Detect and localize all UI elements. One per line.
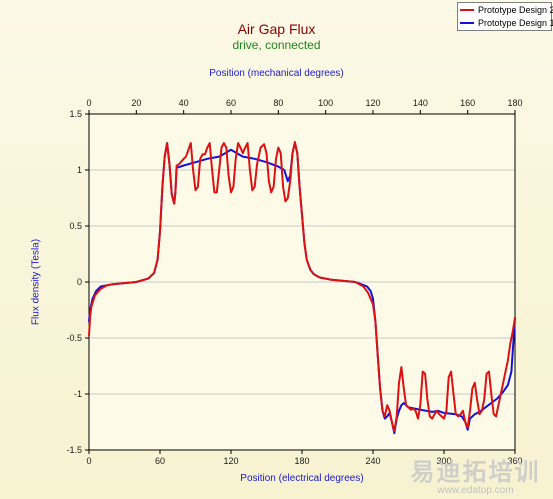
legend-label-design-2: Prototype Design 2: [478, 5, 553, 15]
x-axis-label: Position (electrical degrees): [240, 473, 364, 484]
y-tick-label: 0.5: [69, 221, 82, 231]
y-tick-label: -0.5: [66, 333, 82, 343]
series-line-prototype-design-2: [88, 141, 516, 432]
x-tick-label: 360: [507, 456, 522, 466]
legend-item-design-1: Prototype Design 1: [460, 17, 553, 29]
x-tick-label: 240: [365, 456, 380, 466]
x2-tick-label: 140: [413, 98, 428, 108]
plot-frame: [88, 113, 516, 451]
x2-tick-label: 40: [179, 98, 189, 108]
x-tick-label: 180: [294, 456, 309, 466]
chart-title: Air Gap Flux: [237, 21, 316, 37]
x2-tick-label: 0: [86, 98, 91, 108]
legend-swatch-design-2: [460, 9, 474, 11]
y-tick-label: 0: [77, 277, 82, 287]
x2-tick-label: 120: [365, 98, 380, 108]
x-tick-label: 120: [223, 456, 238, 466]
x2-tick-label: 80: [273, 98, 283, 108]
legend: Prototype Design 2 Prototype Design 1: [457, 2, 553, 31]
x-tick-label: 0: [86, 456, 91, 466]
legend-swatch-design-1: [460, 22, 474, 24]
x2-tick-label: 100: [318, 98, 333, 108]
chart-subtitle: drive, connected: [232, 38, 321, 52]
x2-tick-label: 160: [460, 98, 475, 108]
x2-tick-label: 20: [131, 98, 141, 108]
x-tick-label: 300: [436, 456, 451, 466]
legend-item-design-2: Prototype Design 2: [460, 4, 553, 16]
x-tick-label: 60: [155, 456, 165, 466]
top-axis-label: Position (mechanical degrees): [209, 68, 344, 79]
x2-tick-label: 60: [226, 98, 236, 108]
y-tick-label: 1.5: [69, 109, 82, 119]
x2-tick-label: 180: [507, 98, 522, 108]
y-tick-label: -1.5: [66, 445, 82, 455]
legend-label-design-1: Prototype Design 1: [478, 18, 553, 28]
y-tick-label: 1: [77, 165, 82, 175]
y-tick-label: -1: [74, 389, 82, 399]
